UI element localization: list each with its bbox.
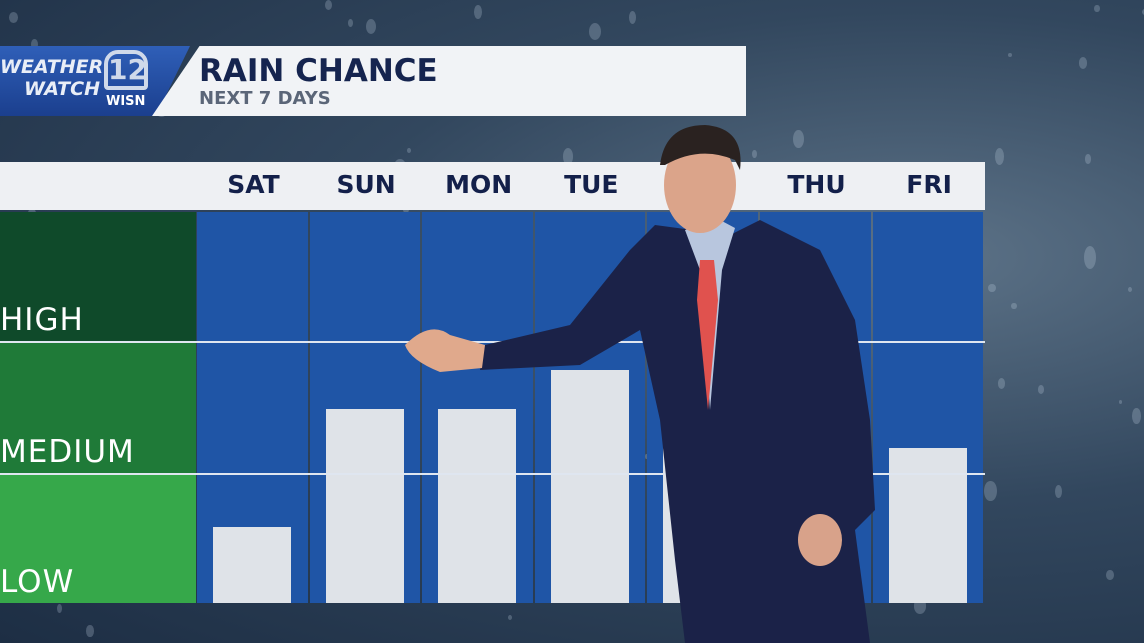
logo-background xyxy=(0,46,190,116)
day-label: FRI xyxy=(906,170,952,199)
logo-text: WEATHER WATCH xyxy=(0,56,104,100)
level-label-medium: MEDIUM xyxy=(0,434,135,470)
raindrop xyxy=(994,147,1005,166)
rain-chance-bar xyxy=(550,369,629,603)
day-header: SAT SUN MON TUE THU FRI xyxy=(0,162,985,210)
raindrop xyxy=(1132,408,1141,424)
title-box xyxy=(152,46,746,116)
raindrop xyxy=(752,149,758,159)
raindrop xyxy=(588,22,602,41)
raindrop xyxy=(347,18,353,27)
day-label: SAT xyxy=(227,170,280,199)
raindrop xyxy=(366,18,377,34)
raindrop xyxy=(8,11,19,23)
raindrop xyxy=(562,147,574,165)
chart-subtitle: NEXT 7 DAYS xyxy=(199,88,331,109)
level-label-low: LOW xyxy=(0,564,75,600)
raindrop xyxy=(984,480,997,501)
day-label: TUE xyxy=(564,170,619,199)
raindrop xyxy=(1078,57,1088,69)
raindrop xyxy=(1094,4,1100,13)
raindrop xyxy=(57,603,63,614)
raindrop xyxy=(86,625,94,637)
band-low xyxy=(0,475,196,603)
gridline xyxy=(0,473,985,475)
raindrop xyxy=(1085,154,1091,164)
raindrop xyxy=(997,377,1006,389)
chart-title: RAIN CHANCE xyxy=(199,53,438,89)
raindrop xyxy=(31,38,38,50)
band-medium xyxy=(0,343,196,475)
rain-chance-bar xyxy=(888,447,967,603)
day-label: SUN xyxy=(336,170,396,199)
raindrop xyxy=(792,129,804,149)
raindrop xyxy=(1055,484,1063,498)
raindrop xyxy=(1106,569,1114,581)
raindrop xyxy=(508,614,513,620)
rain-chance-bar xyxy=(325,408,404,603)
raindrop xyxy=(474,5,483,20)
logo-station: WISN xyxy=(106,94,146,109)
rain-chance-bar xyxy=(438,408,517,603)
raindrop xyxy=(1127,286,1133,293)
day-label: THU xyxy=(787,170,846,199)
gridline xyxy=(0,341,985,343)
raindrop xyxy=(1011,302,1017,310)
presenter xyxy=(405,125,875,643)
raindrop xyxy=(1142,9,1144,16)
raindrop xyxy=(406,148,411,153)
rain-chance-bar xyxy=(213,527,291,603)
day-label: MON xyxy=(445,170,513,199)
band-high xyxy=(0,212,196,343)
logo-number: 12 xyxy=(104,50,148,90)
raindrop xyxy=(628,10,637,25)
raindrop xyxy=(1007,53,1012,58)
raindrop xyxy=(1084,245,1097,269)
title-banner: WEATHER WATCH 12 WISN RAIN CHANCE NEXT 7… xyxy=(0,46,746,116)
level-label-high: HIGH xyxy=(0,302,84,338)
raindrop xyxy=(1038,385,1045,394)
raindrop xyxy=(1119,400,1123,405)
raindrop xyxy=(324,0,332,11)
raindrop xyxy=(644,453,649,460)
raindrop xyxy=(988,283,996,292)
